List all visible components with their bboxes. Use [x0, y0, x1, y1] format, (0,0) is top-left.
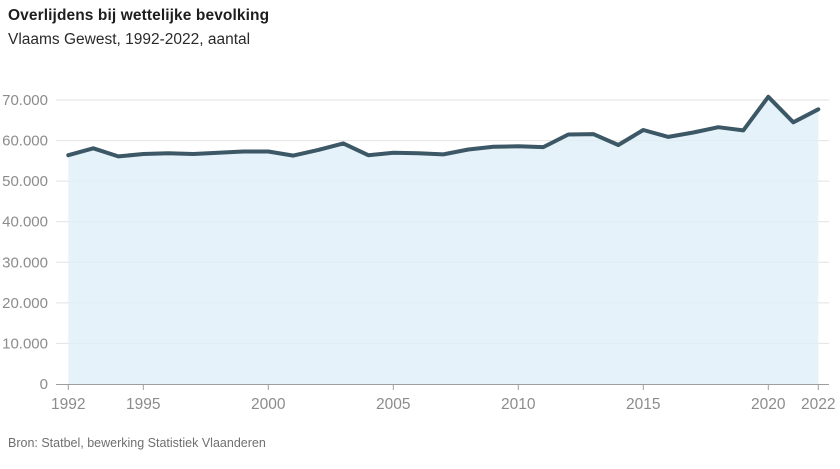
y-axis-label: 40.000: [2, 214, 48, 231]
y-axis-label: 60.000: [2, 133, 48, 150]
y-axis-label: 10.000: [2, 335, 48, 352]
chart-title: Overlijdens bij wettelijke bevolking: [8, 7, 270, 24]
y-axis-label: 20.000: [2, 295, 48, 312]
x-axis-label: 2015: [626, 396, 660, 413]
x-axis-label: 1992: [51, 396, 85, 413]
x-axis-label: 2010: [501, 396, 536, 413]
y-axis-label: 70.000: [2, 92, 48, 109]
area-fill: [68, 96, 819, 385]
data-line: [66, 94, 821, 159]
x-axis-label: 2005: [376, 396, 410, 413]
source-note: Bron: Statbel, bewerking Statistiek Vlaa…: [8, 436, 266, 450]
x-axis-label: 2022: [801, 396, 835, 413]
y-axis-label: 0: [40, 376, 48, 393]
x-axis-label: 1995: [126, 396, 160, 413]
chart-subtitle: Vlaams Gewest, 1992-2022, aantal: [8, 31, 251, 48]
y-axis-label: 50.000: [2, 173, 48, 190]
x-axis-label: 2020: [751, 396, 786, 413]
y-axis-label: 30.000: [2, 254, 48, 271]
x-axis-label: 2000: [251, 396, 286, 413]
